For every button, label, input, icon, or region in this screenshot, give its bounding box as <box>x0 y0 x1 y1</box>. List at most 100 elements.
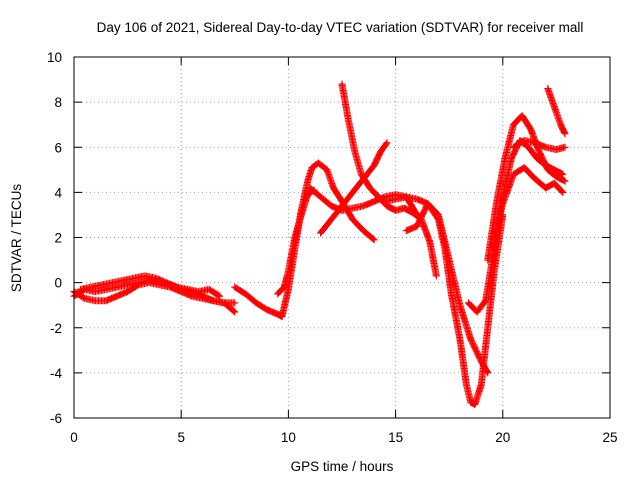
data-point <box>564 146 566 149</box>
data-point <box>287 288 290 291</box>
data-point <box>547 169 549 171</box>
data-point <box>311 166 313 169</box>
data-point <box>512 123 515 126</box>
data-point <box>527 146 530 149</box>
data-point <box>384 200 386 203</box>
data-point <box>116 286 118 288</box>
data-point <box>564 180 566 182</box>
data-point <box>405 229 408 232</box>
data-point <box>486 326 489 329</box>
data-point <box>94 299 97 302</box>
data-point <box>553 169 556 171</box>
data-point <box>79 288 82 291</box>
data-point <box>143 275 146 277</box>
series-track-6 <box>278 159 378 320</box>
data-point <box>502 202 504 205</box>
data-point <box>544 146 547 149</box>
data-point <box>536 157 538 160</box>
data-point <box>544 187 547 189</box>
data-point <box>491 247 493 250</box>
y-tick-label: -2 <box>50 321 62 336</box>
data-point <box>122 279 125 282</box>
data-point <box>394 198 397 200</box>
data-points <box>70 80 569 408</box>
data-point <box>208 288 210 291</box>
x-axis-label: GPS time / hours <box>291 459 394 474</box>
data-point <box>317 162 320 164</box>
data-point <box>521 114 523 117</box>
data-point <box>330 205 333 207</box>
data-point <box>197 290 200 293</box>
data-point <box>94 290 97 293</box>
data-point <box>405 196 408 198</box>
series-track-4 <box>231 283 286 320</box>
data-point <box>283 286 285 288</box>
y-tick-label: 2 <box>54 231 62 246</box>
data-point <box>101 284 103 286</box>
x-tick-label: 25 <box>602 430 617 445</box>
data-point <box>83 297 86 300</box>
data-point <box>255 302 258 304</box>
data-point <box>306 180 309 182</box>
data-point <box>416 225 418 228</box>
data-point <box>212 299 215 302</box>
data-point <box>234 286 236 288</box>
data-point <box>467 302 470 304</box>
data-point <box>448 259 451 261</box>
data-point <box>276 293 279 295</box>
data-point <box>154 277 157 279</box>
data-point <box>354 150 356 153</box>
data-point <box>435 275 438 277</box>
data-point <box>276 313 279 316</box>
data-point <box>504 157 506 160</box>
data-point <box>465 383 468 385</box>
data-point <box>218 295 221 297</box>
y-tick-label: 10 <box>47 50 62 65</box>
data-point <box>319 232 322 234</box>
chart-title: Day 106 of 2021, Sidereal Day-to-day VTE… <box>97 20 584 35</box>
data-point <box>341 83 343 85</box>
data-point <box>450 293 453 295</box>
series-track-11 <box>402 200 492 377</box>
data-point <box>529 128 532 130</box>
data-point <box>437 214 440 216</box>
data-point <box>148 281 150 284</box>
y-tick-label: -6 <box>50 411 62 426</box>
data-point <box>416 198 418 200</box>
series-track-16 <box>544 85 569 138</box>
data-point <box>309 187 311 189</box>
data-point <box>377 196 380 198</box>
data-point <box>553 105 556 108</box>
series-track-3 <box>76 272 224 300</box>
data-point <box>480 383 483 385</box>
data-point <box>244 293 247 295</box>
data-point <box>191 295 193 297</box>
data-point <box>105 288 107 291</box>
data-point <box>523 166 526 169</box>
data-point <box>547 87 549 90</box>
y-tick-label: 8 <box>54 95 62 110</box>
data-point <box>553 182 556 185</box>
data-point <box>476 311 478 313</box>
data-point <box>459 304 461 306</box>
data-point <box>201 297 204 300</box>
data-point <box>384 196 386 198</box>
data-point <box>474 403 476 406</box>
data-point <box>459 338 461 340</box>
data-point <box>234 302 236 304</box>
series-track-8 <box>317 139 391 237</box>
data-point <box>281 315 283 318</box>
data-point <box>373 164 375 167</box>
data-point <box>523 139 526 142</box>
data-point <box>562 191 564 194</box>
data-point <box>186 288 189 291</box>
x-tick-label: 0 <box>70 430 78 445</box>
data-point <box>330 218 333 221</box>
data-point <box>534 141 536 144</box>
data-point <box>555 148 558 151</box>
data-point <box>394 193 397 196</box>
y-tick-label: -4 <box>50 366 62 381</box>
x-tick-label: 20 <box>495 430 510 445</box>
